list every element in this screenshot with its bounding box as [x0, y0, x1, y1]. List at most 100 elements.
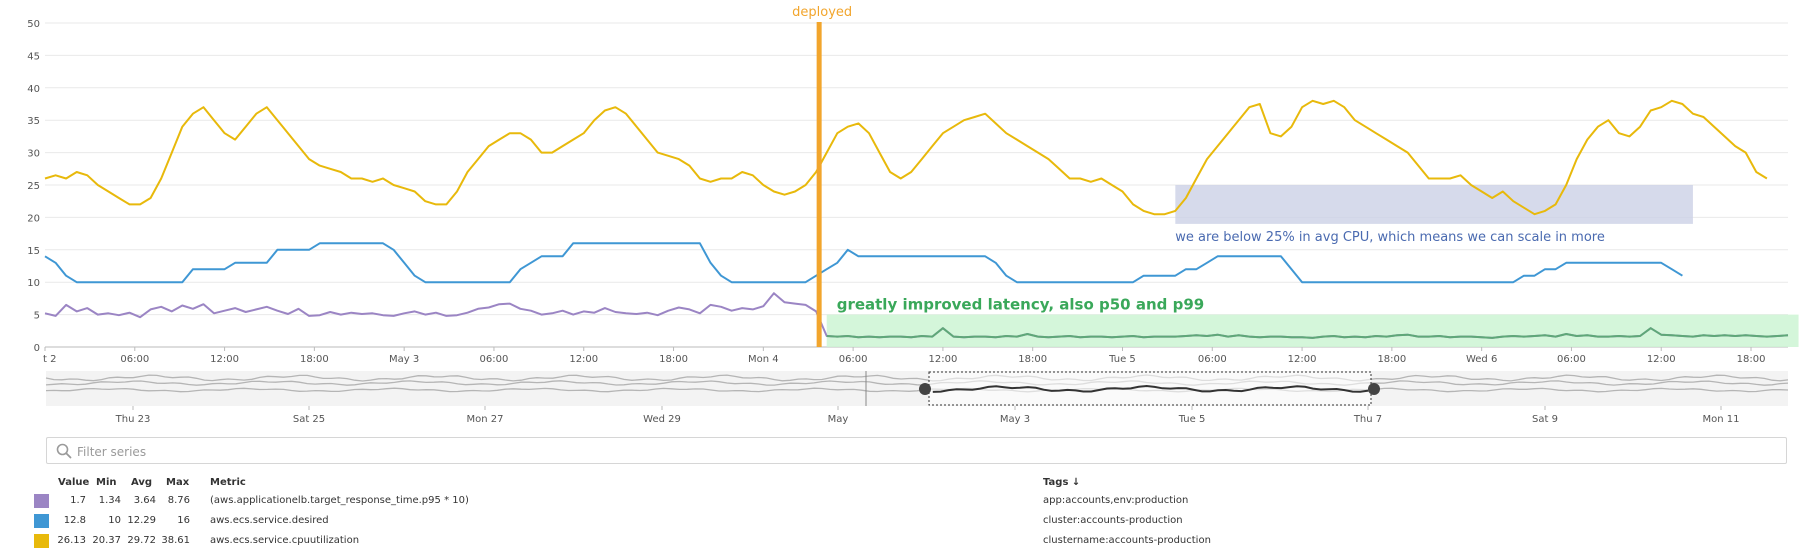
legend-header-avg[interactable]: Avg: [131, 477, 153, 488]
legend-header-min[interactable]: Min: [96, 477, 117, 488]
x-tick-label: 12:00: [1647, 354, 1676, 365]
series-color-swatch[interactable]: [34, 494, 49, 508]
series-metric-name: (aws.applicationelb.target_response_time…: [210, 495, 469, 506]
series-min-value: 1.34: [98, 495, 121, 506]
series-min-value: 10: [108, 515, 121, 526]
y-tick-label: 50: [27, 19, 40, 30]
navigator-tick-label: Sat 25: [293, 414, 325, 425]
legend-row[interactable]: 26.13 20.37 29.72 38.61 aws.ecs.service.…: [0, 532, 1800, 550]
navigator-tick-label: Wed 29: [643, 414, 681, 425]
deploy-marker-label: deployed: [792, 5, 852, 20]
series-max-value: 8.76: [167, 495, 190, 506]
series-line: [44, 99, 1768, 216]
navigator-lines: [45, 374, 1789, 393]
series-line-highlighted: [826, 327, 1789, 339]
deploy-marker: [816, 22, 822, 347]
search-icon: [56, 443, 72, 459]
navigator-selected-line: [932, 384, 1369, 393]
y-tick-label: 0: [34, 343, 40, 354]
legend-header-metric[interactable]: Metric: [210, 477, 246, 488]
navigator-line: [45, 380, 1789, 386]
x-tick-label: 18:00: [1377, 354, 1406, 365]
x-tick-label: 18:00: [300, 354, 329, 365]
navigator-left-handle[interactable]: [919, 383, 931, 395]
series-metric-name: aws.ecs.service.cpuutilization: [210, 535, 360, 546]
x-tick-label: Tue 5: [1108, 354, 1136, 365]
navigator-line: [45, 387, 1789, 393]
y-tick-label: 40: [27, 84, 40, 95]
navigator-selected-line: [932, 384, 1369, 393]
navigator-selection-window[interactable]: [929, 372, 1371, 405]
x-tick-label: 12:00: [210, 354, 239, 365]
y-tick-label: 20: [27, 213, 40, 224]
y-tick-label: 45: [27, 51, 40, 62]
x-tick-label: 06:00: [1557, 354, 1586, 365]
navigator-background: [46, 371, 1788, 406]
x-tick-label: May 3: [389, 354, 419, 365]
x-tick-label: 18:00: [1018, 354, 1047, 365]
series-last-value: 26.13: [57, 535, 86, 546]
navigator-tick-label: Tue 5: [1178, 414, 1206, 425]
x-tick-label: Mon 4: [748, 354, 779, 365]
series-last-value: 12.8: [63, 515, 86, 526]
annotation-label: greatly improved latency, also p50 and p…: [837, 296, 1205, 314]
series-line: [44, 242, 1683, 284]
x-tick-label: Wed 6: [1466, 354, 1497, 365]
x-tick-label: 18:00: [1737, 354, 1766, 365]
navigator-right-handle[interactable]: [1368, 383, 1380, 395]
navigator-tick-label: Sat 9: [1532, 414, 1558, 425]
y-tick-label: 25: [27, 181, 40, 192]
gridlines: [45, 22, 1788, 348]
x-tick-label: 06:00: [120, 354, 149, 365]
navigator-tick-label: Thu 7: [1353, 414, 1382, 425]
series-metric-name: aws.ecs.service.desired: [210, 515, 329, 526]
annotation-regions: [826, 185, 1799, 347]
x-tick-label: 06:00: [839, 354, 868, 365]
series-min-value: 20.37: [92, 535, 121, 546]
deploy-marker-layer: deployed we are below 25% in avg CPU, whi…: [792, 5, 1605, 347]
navigator-tick-label: May: [828, 414, 849, 425]
series-avg-value: 3.64: [133, 495, 156, 506]
series-tags: clustername:accounts-production: [1043, 535, 1211, 546]
y-axis: 0 5 10 15 20 25 30 35 40 45 50: [27, 19, 40, 354]
series-color-swatch[interactable]: [34, 534, 49, 548]
series-tags: cluster:accounts-production: [1043, 515, 1183, 526]
timeseries-chart[interactable]: deployed we are below 25% in avg CPU, whi…: [0, 0, 1800, 368]
series-max-value: 16: [177, 515, 190, 526]
series-max-value: 38.61: [161, 535, 190, 546]
legend-row[interactable]: 12.8 10 12.29 16 aws.ecs.service.desired…: [0, 512, 1800, 530]
legend-header-tags[interactable]: Tags ↓: [1043, 477, 1081, 488]
filter-series-input[interactable]: [75, 439, 1769, 464]
navigator-tick-label: Thu 23: [115, 414, 151, 425]
series-last-value: 1.7: [70, 495, 86, 506]
series-color-swatch[interactable]: [34, 514, 49, 528]
navigator-line: [45, 374, 1789, 382]
navigator-tick-label: Mon 11: [1703, 414, 1740, 425]
y-tick-label: 30: [27, 149, 40, 160]
x-axis: t 2 06:00 12:00 18:00 May 3 06:00 12:00 18:00 Mo…: [43, 347, 1765, 365]
navigator-tick-label: May 3: [1000, 414, 1030, 425]
x-tick-label: 18:00: [659, 354, 688, 365]
x-tick-label: 12:00: [1288, 354, 1317, 365]
series-lines: [44, 99, 1789, 339]
overview-navigator[interactable]: Thu 23 Sat 25 Mon 27 Wed 29 May May 3 Tue 5 Thu…: [0, 368, 1800, 434]
navigator-x-axis: Thu 23 Sat 25 Mon 27 Wed 29 May May 3 Tue 5 Thu…: [115, 371, 1740, 425]
legend-header-max[interactable]: Max: [166, 477, 190, 488]
x-tick-label: 06:00: [480, 354, 509, 365]
x-tick-label: t 2: [43, 354, 56, 365]
legend-row[interactable]: 1.7 1.34 3.64 8.76 (aws.applicationelb.t…: [0, 492, 1800, 510]
y-tick-label: 15: [27, 246, 40, 257]
y-tick-label: 35: [27, 116, 40, 127]
x-tick-label: 12:00: [928, 354, 957, 365]
x-tick-label: 12:00: [569, 354, 598, 365]
annotation-region: [1175, 185, 1693, 224]
y-tick-label: 5: [34, 311, 40, 322]
navigator-tick-label: Mon 27: [467, 414, 504, 425]
x-tick-label: 06:00: [1198, 354, 1227, 365]
filter-series-box[interactable]: [46, 437, 1787, 464]
series-avg-value: 29.72: [127, 535, 156, 546]
y-tick-label: 10: [27, 278, 40, 289]
legend-header-value[interactable]: Value: [58, 477, 90, 488]
series-tags: app:accounts,env:production: [1043, 495, 1189, 506]
series-avg-value: 12.29: [127, 515, 156, 526]
